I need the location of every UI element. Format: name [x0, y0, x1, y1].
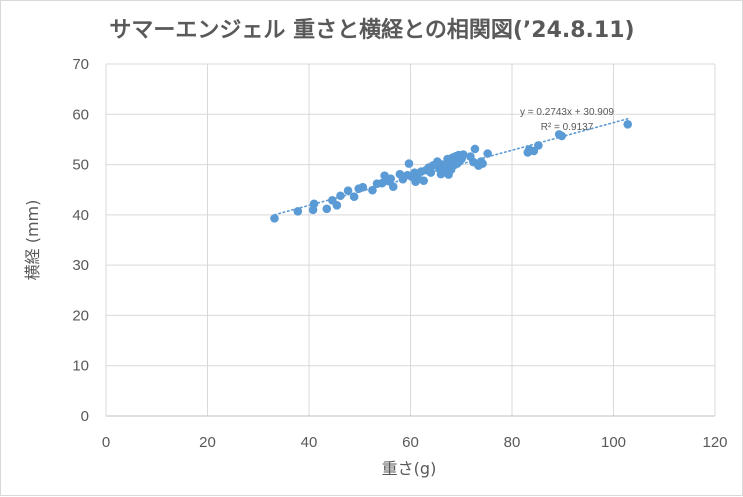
data-point: [336, 191, 345, 201]
y-tick-labels: 0 10 20 30 40 50 60 70: [72, 56, 89, 425]
y-tick-label: 20: [72, 307, 89, 324]
data-points: [270, 120, 633, 223]
y-tick-label: 0: [81, 408, 89, 425]
x-tick-label: 100: [601, 434, 626, 451]
y-axis-title: 横経 (mm): [23, 200, 42, 281]
y-tick-label: 10: [72, 358, 89, 375]
x-tick-label: 80: [504, 434, 521, 451]
data-point: [458, 150, 468, 159]
y-tick-label: 60: [72, 106, 89, 123]
data-point: [377, 178, 387, 188]
data-point: [426, 168, 436, 177]
data-point: [388, 182, 398, 191]
data-point: [386, 174, 396, 183]
data-point: [293, 207, 303, 216]
data-point: [623, 120, 633, 129]
x-axis-title: 重さ(g): [382, 459, 437, 478]
data-point: [534, 141, 543, 150]
y-tick-label: 70: [72, 56, 89, 73]
x-tick-label: 40: [301, 434, 318, 451]
x-tick-label: 60: [402, 434, 419, 451]
data-point: [419, 176, 428, 185]
data-point: [358, 182, 368, 192]
gridlines: [106, 63, 716, 416]
x-tick-labels: 0 20 40 60 80 100 120: [102, 434, 728, 451]
data-point: [404, 159, 414, 168]
data-point: [332, 201, 342, 210]
trendline-equation: y = 0.2743x + 30.909: [520, 107, 614, 118]
data-point: [349, 192, 359, 202]
y-tick-label: 50: [72, 157, 89, 174]
x-tick-label: 120: [702, 434, 727, 451]
data-point: [270, 214, 279, 223]
data-point: [470, 144, 480, 154]
data-point: [309, 199, 319, 209]
x-tick-label: 0: [102, 434, 110, 451]
data-point: [322, 204, 332, 214]
data-point: [557, 131, 567, 141]
axes: [105, 64, 715, 417]
x-tick-label: 20: [199, 434, 216, 451]
data-point: [483, 149, 492, 158]
trendline-r2: R² = 0.9137: [541, 122, 594, 133]
y-tick-label: 40: [72, 207, 89, 224]
chart-title: サマーエンジェル 重さと横経との相関図(’24.8.11): [109, 17, 634, 43]
y-tick-label: 30: [72, 257, 89, 274]
data-point: [478, 159, 487, 168]
data-point: [343, 186, 353, 196]
data-point: [368, 185, 377, 195]
